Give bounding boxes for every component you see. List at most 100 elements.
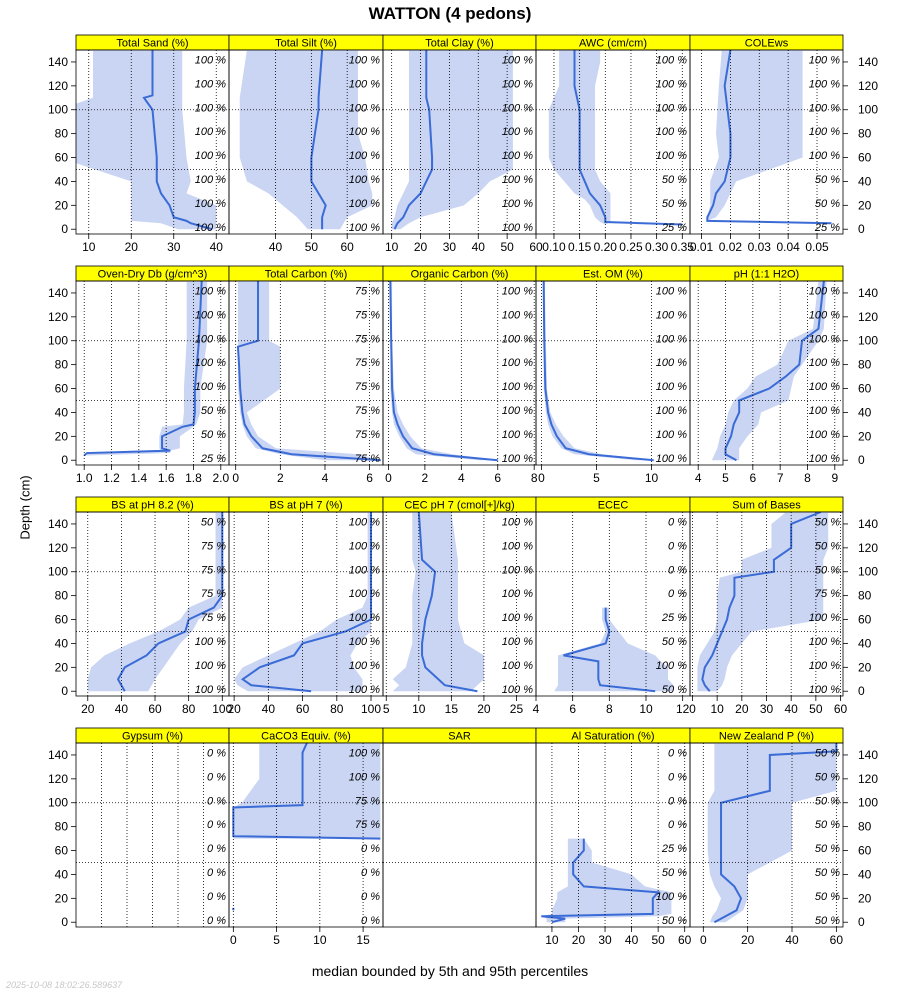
x-tick-label: 0.35 [671, 240, 695, 254]
contribution-label: 75 % [815, 588, 840, 600]
contribution-label: 0 % [668, 748, 687, 760]
x-tick-label: 0.10 [542, 240, 566, 254]
panel-border [382, 742, 537, 928]
y-tick-label: 120 [48, 772, 68, 786]
y-tick-label: 120 [858, 772, 878, 786]
contribution-label: 100 % [502, 102, 533, 114]
contribution-label: 50 % [815, 174, 840, 186]
x-tick-label: 0.05 [805, 240, 829, 254]
x-tick-label: 60 [830, 933, 844, 947]
x-tick-label: 0.04 [776, 240, 800, 254]
x-tick-label: 2 [422, 471, 429, 485]
contribution-label: 0 % [361, 891, 380, 903]
contribution-label: 100 % [656, 126, 687, 138]
y-tick-label: 60 [858, 613, 872, 627]
median-line [116, 512, 224, 692]
contribution-label: 100 % [195, 636, 226, 648]
y-tick-label: 120 [858, 310, 878, 324]
contribution-label: 50 % [662, 198, 687, 210]
percentile-band [707, 50, 803, 224]
y-tick-label: 60 [55, 844, 69, 858]
panel-data [391, 50, 513, 230]
panel-title: New Zealand P (%) [719, 731, 814, 743]
y-tick-label: 80 [55, 589, 69, 603]
y-tick-label: 20 [858, 429, 872, 443]
contribution-label: 50 % [815, 771, 840, 783]
panel-data [697, 512, 829, 692]
x-axis-label: median bounded by 5th and 95th percentil… [311, 963, 589, 979]
y-tick-label: 60 [858, 844, 872, 858]
x-tick-label: 15 [356, 933, 370, 947]
percentile-band [390, 281, 502, 461]
panel-data [239, 50, 373, 230]
x-tick-label: 10 [710, 702, 724, 716]
panel-title: CEC pH 7 (cmol[+]/kg) [404, 500, 514, 512]
x-tick-label: 40 [269, 240, 283, 254]
y-tick-label: 80 [55, 358, 69, 372]
contribution-label: 75 % [355, 333, 380, 345]
panel-11: BS at pH 8.2 (%) 100 % 100 % 100 % 75 % 75 % 7… [75, 496, 233, 716]
x-tick-label: 40 [115, 702, 129, 716]
x-tick-label: 6 [749, 471, 756, 485]
y-tick-label: 40 [55, 867, 69, 881]
panel-data [392, 512, 484, 693]
y-tick-label: 20 [55, 660, 69, 674]
contribution-label: 100 % [656, 333, 687, 345]
contribution-label: 100 % [502, 405, 533, 417]
panel-14: ECEC 50 % 100 % 50 % 25 % 0 % 0 % 0 % 0 % 4 6 8 10 12 [533, 496, 691, 716]
contribution-label: 75 % [355, 795, 380, 807]
contribution-label: 50 % [662, 915, 687, 927]
contribution-label: 100 % [502, 684, 533, 696]
x-tick-label: 0.15 [568, 240, 592, 254]
contribution-label: 75 % [201, 564, 226, 576]
contribution-label: 25 % [200, 453, 226, 465]
x-tick-label: 50 [651, 933, 665, 947]
x-tick-label: 10 [385, 240, 399, 254]
contribution-label: 50 % [662, 636, 687, 648]
contribution-label: 100 % [349, 126, 380, 138]
y-tick-label: 60 [858, 382, 872, 396]
x-tick-label: 100 [212, 702, 232, 716]
panel-data [711, 281, 827, 462]
contribution-label: 100 % [502, 612, 533, 624]
contribution-label: 100 % [656, 453, 687, 465]
y-tick-label: 120 [858, 79, 878, 93]
panel-12: BS at pH 7 (%) 100 % 100 % 100 % 100 % 100 % 1… [227, 496, 384, 716]
panel-10: pH (1:1 H2O) 100 % 100 % 100 % 100 % 100 % 100… [689, 265, 844, 485]
contribution-label: 100 % [502, 78, 533, 90]
contribution-label: 100 % [809, 286, 840, 298]
median-line [542, 281, 654, 462]
x-tick-label: 20 [414, 240, 428, 254]
x-tick-label: 10 [639, 702, 653, 716]
panel-title: Est. OM (%) [583, 269, 643, 281]
x-tick-label: 15 [445, 702, 459, 716]
contribution-label: 100 % [502, 517, 533, 529]
panel-title: Gypsum (%) [122, 731, 183, 743]
panel-data [542, 281, 659, 462]
y-tick-label: 20 [55, 891, 69, 905]
y-tick-label: 100 [48, 103, 68, 117]
x-tick-label: 20 [572, 933, 586, 947]
contribution-label: 75 % [355, 405, 380, 417]
median-line [142, 50, 213, 231]
y-axis-label: Depth (cm) [17, 475, 33, 540]
contribution-label: 100 % [502, 174, 533, 186]
contribution-label: 100 % [656, 381, 687, 393]
x-tick-label: 20 [477, 702, 491, 716]
panel-3: Total Clay (%) 100 % 100 % 100 % 100 % 100 % 1… [382, 34, 543, 254]
panel-data [83, 281, 208, 457]
x-tick-label: 80 [330, 702, 344, 716]
panel-title: Al Saturation (%) [571, 731, 654, 743]
contribution-label: 100 % [195, 684, 226, 696]
panel-8: Organic Carbon (%) 100 % 100 % 100 % 100 % 10… [382, 265, 538, 485]
y-tick-label: 140 [858, 286, 878, 300]
percentile-band [239, 50, 373, 230]
contribution-label: 75 % [355, 429, 380, 441]
contribution-label: 100 % [502, 357, 533, 369]
panel-data [706, 50, 832, 225]
x-tick-label: 25 [510, 702, 524, 716]
y-tick-label: 40 [55, 636, 69, 650]
panel-title: Total Silt (%) [275, 38, 337, 50]
x-tick-label: 80 [182, 702, 196, 716]
contribution-label: 100 % [502, 222, 533, 234]
